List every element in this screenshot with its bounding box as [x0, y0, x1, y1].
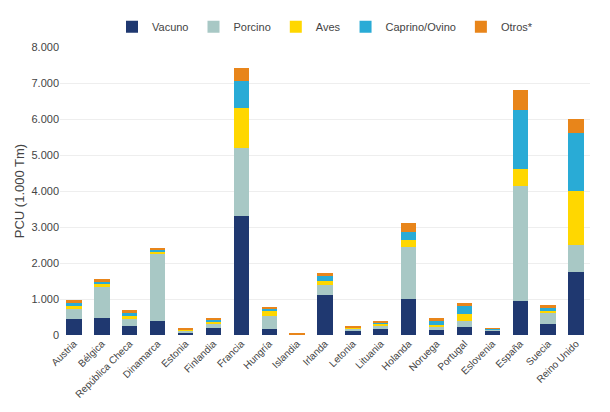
svg-text:PCU (1.000 Tm): PCU (1.000 Tm) — [12, 144, 27, 238]
svg-text:7.000: 7.000 — [31, 77, 59, 89]
svg-text:Eslovenia: Eslovenia — [459, 338, 498, 377]
svg-text:Bélgica: Bélgica — [76, 338, 107, 369]
svg-text:Francia: Francia — [215, 338, 247, 370]
svg-text:Suecia: Suecia — [524, 338, 554, 368]
svg-text:5.000: 5.000 — [31, 149, 59, 161]
svg-text:República Checa: República Checa — [73, 338, 135, 400]
svg-text:Aves: Aves — [316, 21, 341, 33]
svg-text:Estonia: Estonia — [159, 338, 191, 370]
svg-text:Caprino/Ovino: Caprino/Ovino — [386, 21, 456, 33]
svg-text:3.000: 3.000 — [31, 221, 59, 233]
svg-text:Vacuno: Vacuno — [152, 21, 189, 33]
svg-text:Irlanda: Irlanda — [301, 338, 331, 368]
svg-text:Dinamarca: Dinamarca — [121, 338, 163, 380]
svg-text:Noruega: Noruega — [407, 338, 442, 373]
svg-text:8.000: 8.000 — [31, 41, 59, 53]
svg-text:Hungría: Hungría — [241, 338, 274, 371]
svg-text:Islandia: Islandia — [270, 338, 302, 370]
svg-text:Porcino: Porcino — [234, 21, 271, 33]
svg-text:6.000: 6.000 — [31, 113, 59, 125]
svg-text:2.000: 2.000 — [31, 257, 59, 269]
svg-text:Austria: Austria — [49, 338, 79, 368]
svg-text:Otros*: Otros* — [501, 21, 533, 33]
svg-text:Letonia: Letonia — [327, 338, 358, 369]
svg-text:España: España — [493, 338, 525, 370]
svg-text:Lituania: Lituania — [353, 338, 386, 371]
svg-text:4.000: 4.000 — [31, 185, 59, 197]
svg-text:Finlandia: Finlandia — [182, 338, 219, 375]
svg-text:Portugal: Portugal — [435, 338, 469, 372]
svg-text:Holanda: Holanda — [380, 338, 414, 372]
svg-text:Reino Unido: Reino Unido — [534, 338, 581, 385]
svg-text:0: 0 — [53, 329, 59, 341]
svg-text:1.000: 1.000 — [31, 293, 59, 305]
